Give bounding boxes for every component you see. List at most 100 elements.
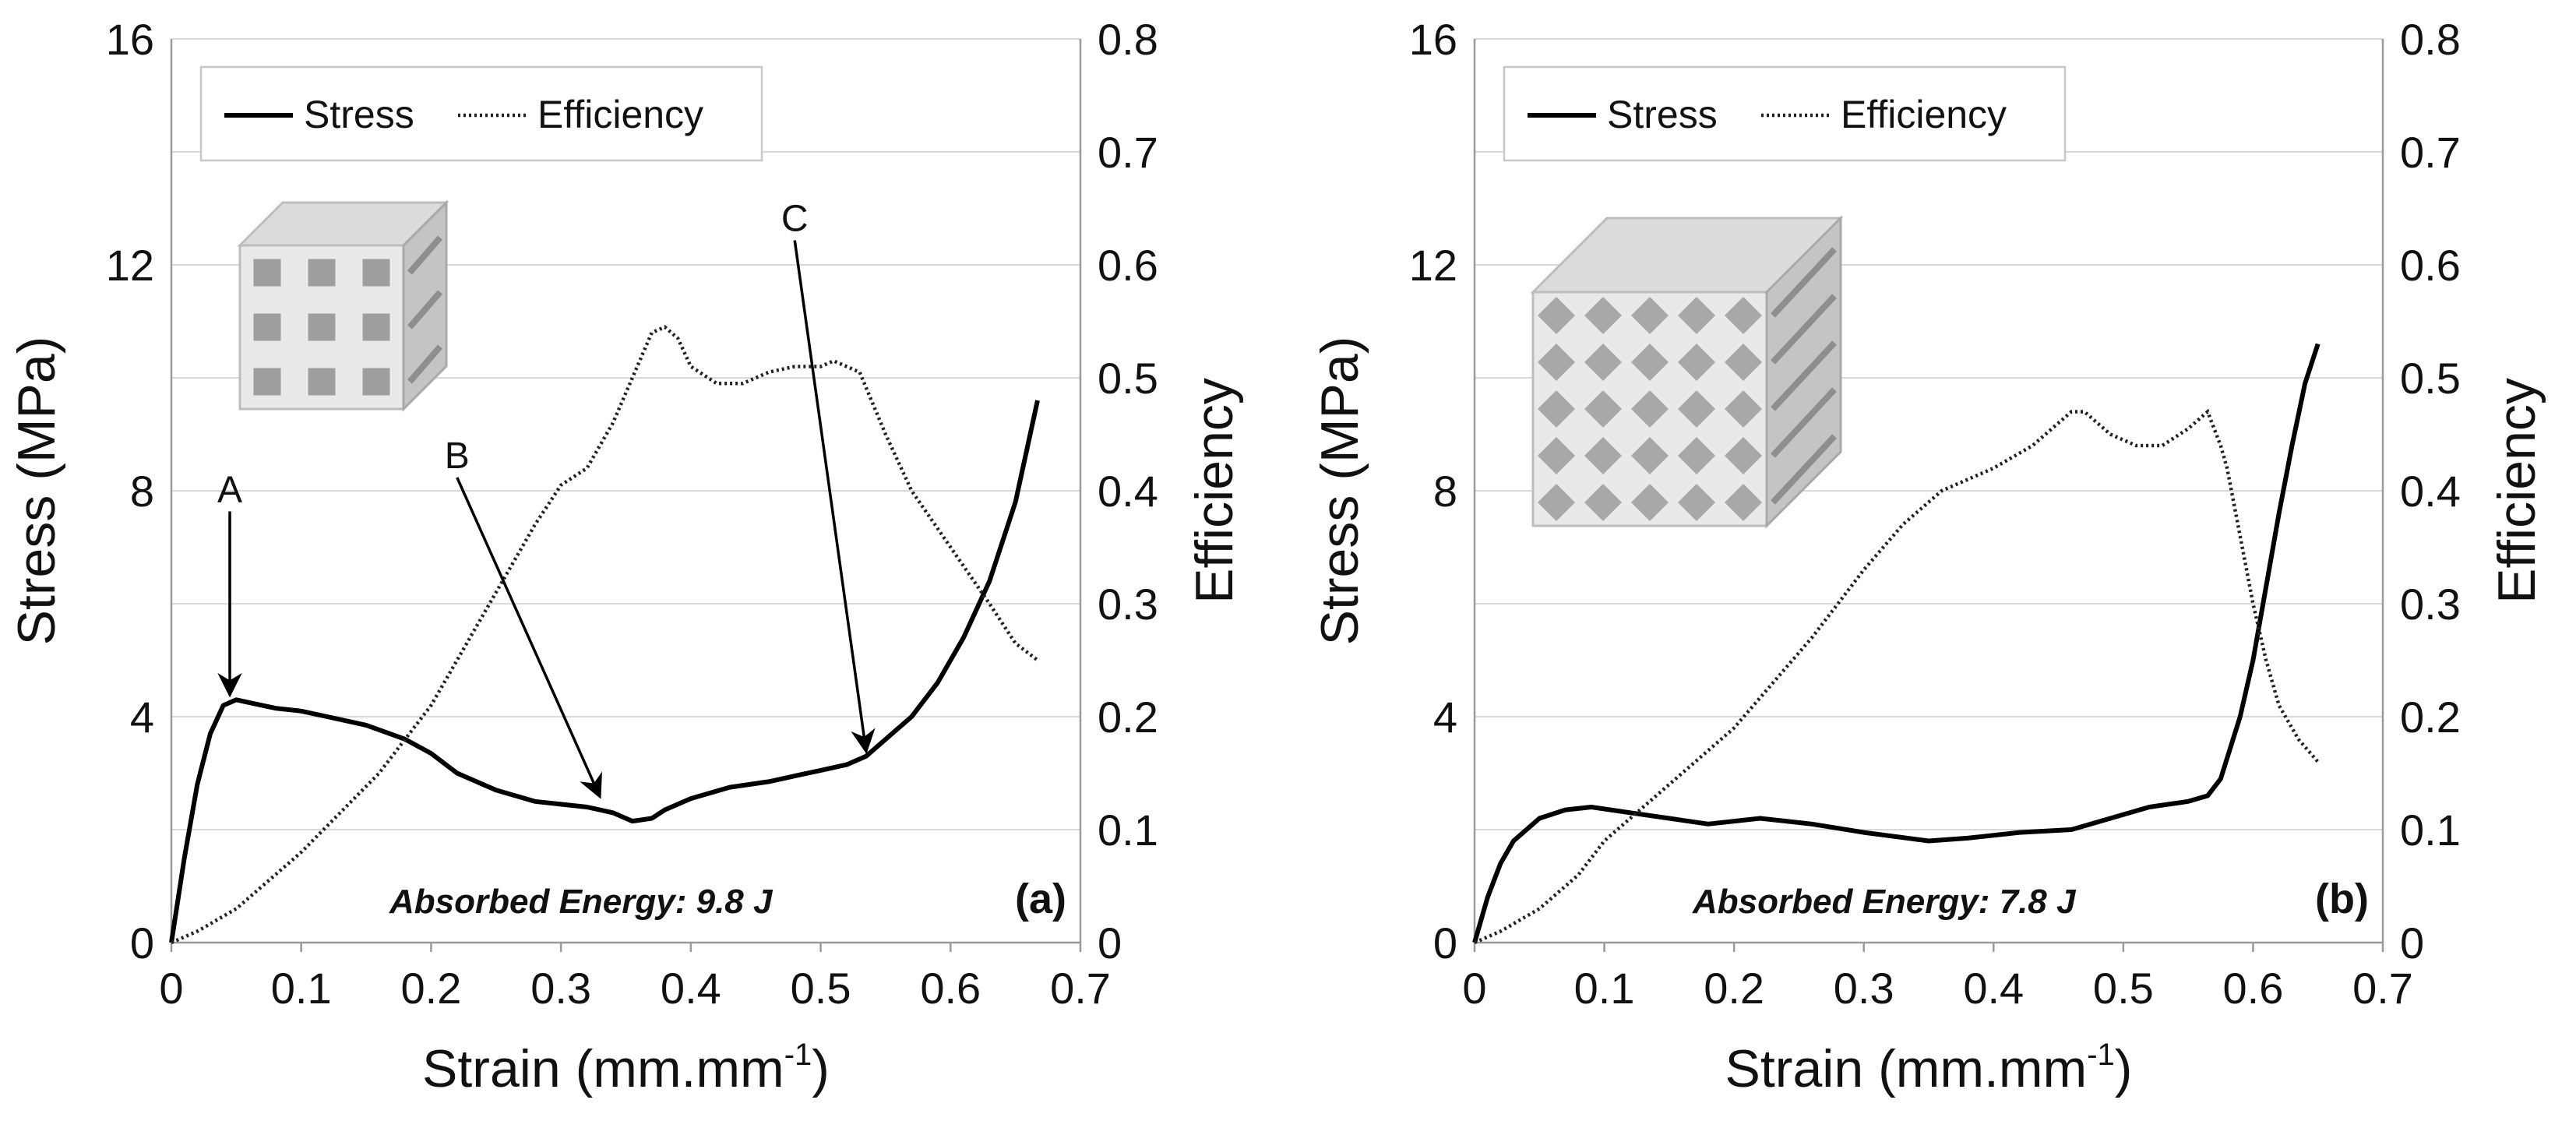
inset-cell-hole — [362, 313, 390, 341]
inset-cell-hole — [1725, 437, 1762, 474]
inset-cell-hole — [1678, 437, 1715, 474]
inset-cell-hole — [1725, 484, 1762, 521]
x-tick-label: 0.3 — [1834, 964, 1894, 1013]
inset-cell-hole — [1631, 437, 1669, 474]
inset-cell-hole — [1678, 344, 1715, 381]
inset-cell-hole — [253, 368, 281, 396]
y2-tick-label: 0.1 — [2400, 805, 2461, 855]
x-tick-label: 0.3 — [530, 964, 591, 1013]
x-tick-label: 0.6 — [2222, 964, 2283, 1013]
y2-tick-label: 0.8 — [2400, 15, 2461, 64]
annotation-arrow-c — [793, 240, 876, 754]
y2-tick-label: 0.2 — [2400, 693, 2461, 742]
inset-side-strut — [1771, 294, 1837, 365]
y-axis-title: Stress (MPa) — [7, 337, 66, 646]
inset-side-strut — [407, 290, 443, 330]
legend-stress-label: Stress — [1607, 93, 1718, 136]
inset-cell-hole — [1538, 297, 1575, 334]
inset-cell-hole — [1678, 484, 1715, 521]
inset-cell-hole — [1538, 390, 1575, 428]
x-tick-label: 0 — [1462, 964, 1486, 1013]
chart-panel-b: 0 0.1 0.2 0.3 0.4 0.5 0.6 0.7048121600.10.20.30… — [1310, 15, 2546, 1098]
legend-stress-label: Stress — [304, 93, 414, 136]
inset-cell-hole — [308, 313, 336, 341]
y2-axis-title: Efficiency — [1185, 378, 1244, 604]
inset-cell-hole — [1584, 390, 1622, 428]
x-tick-label: 0.7 — [2352, 964, 2413, 1013]
y2-tick-label: 0.7 — [2400, 128, 2461, 177]
annotation-label-c: C — [781, 199, 809, 240]
x-axis-title: Strain (mm.mm-1) — [422, 1038, 830, 1098]
x-tick-label: 0.5 — [791, 964, 851, 1013]
x-tick-label: 0.7 — [1050, 964, 1111, 1013]
inset-cell-hole — [1538, 437, 1575, 474]
annotation-arrow-b — [456, 477, 602, 799]
absorbed-energy-label: Absorbed Energy: 9.8 J — [389, 883, 774, 921]
y-tick-label: 0 — [130, 918, 154, 968]
inset-side-strut — [407, 235, 443, 275]
y2-tick-label: 0.4 — [2400, 467, 2461, 516]
inset-cell-hole — [1631, 297, 1669, 334]
inset-cell-hole — [1538, 344, 1575, 381]
inset-side-strut — [407, 344, 443, 384]
inset-cell-hole — [1584, 437, 1622, 474]
inset-cell-hole — [1725, 297, 1762, 334]
y-tick-label: 8 — [1433, 467, 1457, 516]
y2-tick-label: 0.3 — [2400, 580, 2461, 629]
inset-cell-hole — [308, 368, 336, 396]
y2-tick-label: 0.7 — [1098, 128, 1158, 177]
annotation-label-b: B — [445, 435, 470, 477]
y2-axis-title: Efficiency — [2487, 378, 2546, 604]
y-tick-label: 4 — [130, 693, 154, 742]
y-tick-label: 16 — [1409, 15, 1457, 64]
series-stress-line — [169, 400, 1040, 943]
y2-tick-label: 0.2 — [1098, 693, 1158, 742]
y-tick-label: 12 — [1409, 241, 1457, 290]
inset-side-strut — [1771, 387, 1837, 458]
y-tick-label: 12 — [106, 241, 154, 290]
panel-label: (a) — [1015, 876, 1066, 922]
inset-cell-hole — [1678, 297, 1715, 334]
inset-cell-hole — [1631, 484, 1669, 521]
y2-tick-label: 0 — [1098, 918, 1122, 968]
x-tick-label: 0.2 — [1704, 964, 1764, 1013]
y2-tick-label: 0 — [2400, 918, 2424, 968]
y-axis-title: Stress (MPa) — [1310, 337, 1369, 646]
series-stress-line — [1472, 343, 2321, 943]
inset-cell-hole — [253, 259, 281, 287]
inset-cell-hole — [1678, 390, 1715, 428]
inset-cell-hole — [1631, 344, 1669, 381]
x-tick-label: 0 — [159, 964, 183, 1013]
inset-side-strut — [1771, 434, 1837, 505]
inset-cell-hole — [253, 313, 281, 341]
inset-cell-hole — [1538, 484, 1575, 521]
y2-tick-label: 0.3 — [1098, 580, 1158, 629]
annotation-label-a: A — [217, 470, 242, 511]
inset-cell-hole — [1725, 344, 1762, 381]
inset-cell-hole — [1584, 344, 1622, 381]
inset-side-strut — [1771, 247, 1837, 318]
x-axis-title: Strain (mm.mm-1) — [1725, 1038, 2133, 1098]
inset-cell-hole — [308, 259, 336, 287]
x-tick-label: 0.5 — [2093, 964, 2154, 1013]
y-tick-label: 16 — [106, 15, 154, 64]
inset-cell-hole — [362, 259, 390, 287]
y-tick-label: 8 — [130, 467, 154, 516]
inset-cell-hole — [1584, 297, 1622, 334]
y-tick-label: 4 — [1433, 693, 1457, 742]
inset-cell-hole — [1631, 390, 1669, 428]
legend-efficiency-label: Efficiency — [1841, 93, 2007, 136]
series-efficiency-line — [171, 325, 1039, 945]
inset-cell-hole — [1584, 484, 1622, 521]
x-tick-label: 0.2 — [400, 964, 461, 1013]
y2-tick-label: 0.5 — [1098, 354, 1158, 403]
x-tick-label: 0.4 — [1963, 964, 2024, 1013]
inset-side-strut — [1771, 340, 1837, 411]
x-tick-label: 0.1 — [1574, 964, 1635, 1013]
x-tick-label: 0.6 — [920, 964, 981, 1013]
legend-efficiency-label: Efficiency — [537, 93, 703, 136]
x-tick-label: 0.4 — [661, 964, 721, 1013]
y2-tick-label: 0.1 — [1098, 805, 1158, 855]
y2-tick-label: 0.4 — [1098, 467, 1158, 516]
y2-tick-label: 0.8 — [1098, 15, 1158, 64]
